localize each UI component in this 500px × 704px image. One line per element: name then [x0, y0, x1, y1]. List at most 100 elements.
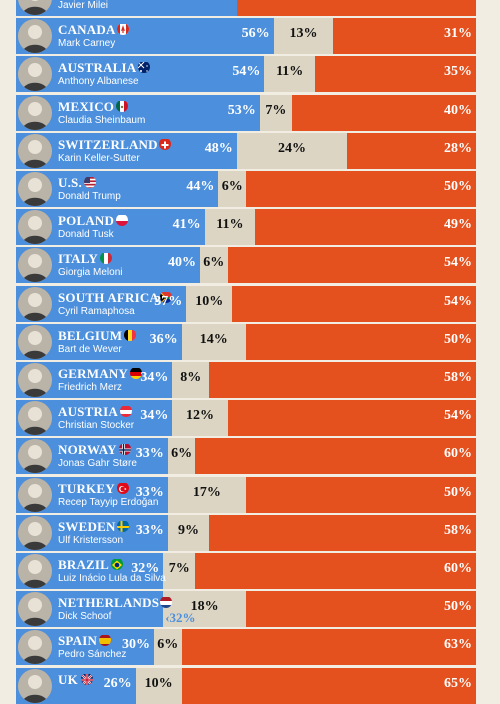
approve-value: 54% [232, 64, 261, 80]
neutral-value: 7% [265, 102, 287, 118]
austria-flag-icon [119, 405, 132, 418]
leader-name: Javier Milei [58, 0, 109, 11]
neutral-bar [236, 132, 348, 169]
disapprove-value: 54% [444, 293, 472, 309]
neutral-value: 8% [180, 370, 202, 385]
leader-name: Mark Carney [58, 38, 116, 50]
approve-value: 36% [149, 331, 178, 347]
chart-row: AUSTRIA Christian Stocker 34% 12% 54% [0, 400, 500, 437]
neutral-value: 6% [157, 637, 179, 653]
neutral-value: 7% [168, 561, 190, 576]
chart-row: SPAIN Pedro Sánchez 30% 6% 63% [0, 629, 500, 666]
approve-value: 37% [154, 293, 183, 309]
leader-photo [18, 286, 52, 321]
usa-flag-icon [84, 176, 97, 188]
country-label: SPAIN [58, 633, 98, 649]
leader-name: Friedrich Merz [58, 382, 122, 393]
disapprove-value: 65% [444, 675, 472, 691]
leader-photo [18, 401, 52, 436]
neutral-value: 6% [203, 255, 225, 271]
leader-photo [18, 554, 52, 588]
leader-name: Dick Schoof [58, 611, 112, 623]
disapprove-value: 58% [444, 370, 472, 385]
country-label: GERMANY [58, 366, 129, 381]
approve-value: 33% [135, 484, 164, 500]
chart-row: POLAND Donald Tusk 41% 11% 49% [0, 209, 500, 246]
disapprove-value: 54% [444, 255, 472, 271]
approve-value: 48% [204, 140, 233, 156]
neutral-bar [135, 667, 182, 704]
leader-name: Cyril Ramaphosa [58, 305, 135, 317]
neutral-bar [172, 362, 210, 398]
leader-photo [18, 592, 52, 627]
sweden-flag-icon [117, 520, 130, 532]
neutral-value: 24% [278, 140, 306, 156]
leader-photo [18, 439, 52, 474]
disapprove-bar [315, 56, 476, 93]
leader-photo [18, 363, 52, 397]
country-label: AUSTRALIA [58, 60, 137, 76]
disapprove-value: 58% [444, 522, 472, 538]
leader-photo [18, 210, 52, 245]
chart-row: NETHERLANDS Dick Schoof 18% 50% ‹32% [0, 591, 500, 628]
neutral-bar [167, 476, 246, 513]
leader-photo [18, 477, 52, 512]
neutral-bar [200, 247, 228, 284]
disapprove-value: 35% [444, 64, 472, 80]
disapprove-bar [209, 362, 476, 398]
leader-photo [18, 133, 52, 168]
chart-row: SOUTH AFRICA Cyril Ramaphosa 37% 10% 54% [0, 285, 500, 322]
leader-photo [18, 57, 52, 92]
neutral-bar [154, 629, 182, 666]
country-label: NORWAY [58, 442, 117, 458]
disapprove-bar [246, 171, 476, 207]
chart-row: ITALY Giorgia Meloni 40% 6% 54% [0, 247, 500, 284]
leader-name: Karin Keller-Sutter [58, 152, 140, 164]
disapprove-bar [292, 94, 476, 131]
approve-value: 40% [168, 255, 196, 271]
chart-row: AUSTRALIA Anthony Albanese 54% 11% 35% [0, 56, 500, 93]
disapprove-bar [227, 400, 476, 437]
disapprove-bar [227, 247, 476, 284]
canada-flag-icon [117, 23, 130, 36]
neutral-bar [167, 438, 196, 475]
neutral-bar [167, 514, 210, 551]
leader-name: Claudia Sheinbaum [58, 114, 146, 126]
chart-row: Javier Milei [0, 0, 500, 16]
disapprove-value: 50% [444, 179, 472, 194]
leader-name: Donald Trump [58, 191, 121, 202]
neutral-bar [186, 285, 233, 322]
south-africa-flag-icon [160, 291, 173, 303]
approve-bar [16, 132, 237, 169]
turkey-flag-icon [116, 482, 129, 494]
neutral-value: 12% [186, 408, 214, 424]
disapprove-bar [181, 629, 476, 666]
leader-name: Ulf Kristersson [58, 534, 124, 546]
australia-flag-icon [137, 61, 150, 74]
chart-row: MEXICO Claudia Sheinbaum 53% 7% 40% [0, 94, 500, 131]
neutral-value: 6% [171, 446, 193, 462]
approve-bar [16, 0, 237, 16]
disapprove-bar [195, 553, 476, 589]
disapprove-value: 50% [444, 331, 472, 347]
leader-photo [18, 515, 52, 550]
neutral-value: 6% [221, 179, 243, 194]
leader-photo [18, 324, 52, 359]
neutral-value: 18% [190, 599, 219, 615]
chart-row: U.S. Donald Trump 44% 6% 50% [0, 171, 500, 207]
country-label: AUSTRIA [58, 404, 118, 420]
disapprove-value: 60% [444, 446, 472, 462]
leader-photo [18, 172, 52, 206]
spain-flag-icon [99, 634, 112, 647]
uk-flag-icon [80, 672, 93, 685]
neutral-value: 11% [276, 64, 304, 80]
leader-photo [18, 248, 52, 283]
approve-value: 53% [227, 102, 256, 118]
leader-name: Recep Tayyip Erdoğan [58, 496, 159, 508]
leader-name: Luiz Inácio Lula da Silva [58, 573, 166, 584]
disapprove-value: 60% [444, 561, 472, 576]
approve-value: 34% [140, 408, 169, 424]
disapprove-bar [195, 438, 476, 475]
disapprove-value: 63% [444, 637, 472, 653]
italy-flag-icon [100, 252, 113, 265]
